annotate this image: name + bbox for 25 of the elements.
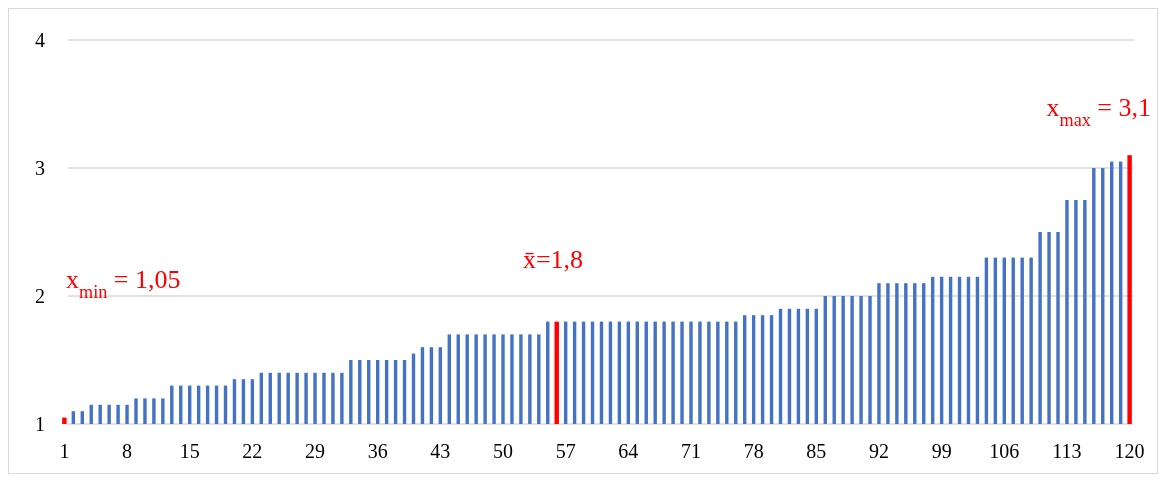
x-tick-label: 29 (305, 440, 326, 462)
x-tick-label: 57 (555, 440, 576, 462)
x-tick-label: 106 (989, 440, 1020, 462)
x-tick-label: 1 (59, 440, 70, 462)
x-tick-label: 43 (430, 440, 451, 462)
x-tick-label: 71 (680, 440, 701, 462)
x-tick-label: 78 (743, 440, 764, 462)
annotation: x$_{max}$ = 3,1 (1046, 93, 1151, 130)
annotation: x$_{min}$ = 1,05 (66, 265, 181, 302)
y-tick-label: 2 (35, 285, 45, 307)
y-tick-label: 4 (35, 29, 45, 51)
x-tick-label: 64 (618, 440, 639, 462)
x-tick-label: 113 (1052, 440, 1082, 462)
x-tick-label: 85 (806, 440, 827, 462)
y-tick-label: 3 (35, 157, 45, 179)
x-tick-label: 50 (493, 440, 514, 462)
annotation: x̄=1,8 (522, 245, 584, 274)
y-tick-label: 1 (35, 413, 45, 435)
x-tick-label: 8 (122, 440, 133, 462)
x-tick-label: 36 (367, 440, 388, 462)
x-tick-label: 120 (1114, 440, 1145, 462)
x-tick-label: 15 (179, 440, 200, 462)
x-tick-label: 99 (931, 440, 952, 462)
x-tick-label: 22 (242, 440, 263, 462)
x-tick-label: 92 (868, 440, 889, 462)
